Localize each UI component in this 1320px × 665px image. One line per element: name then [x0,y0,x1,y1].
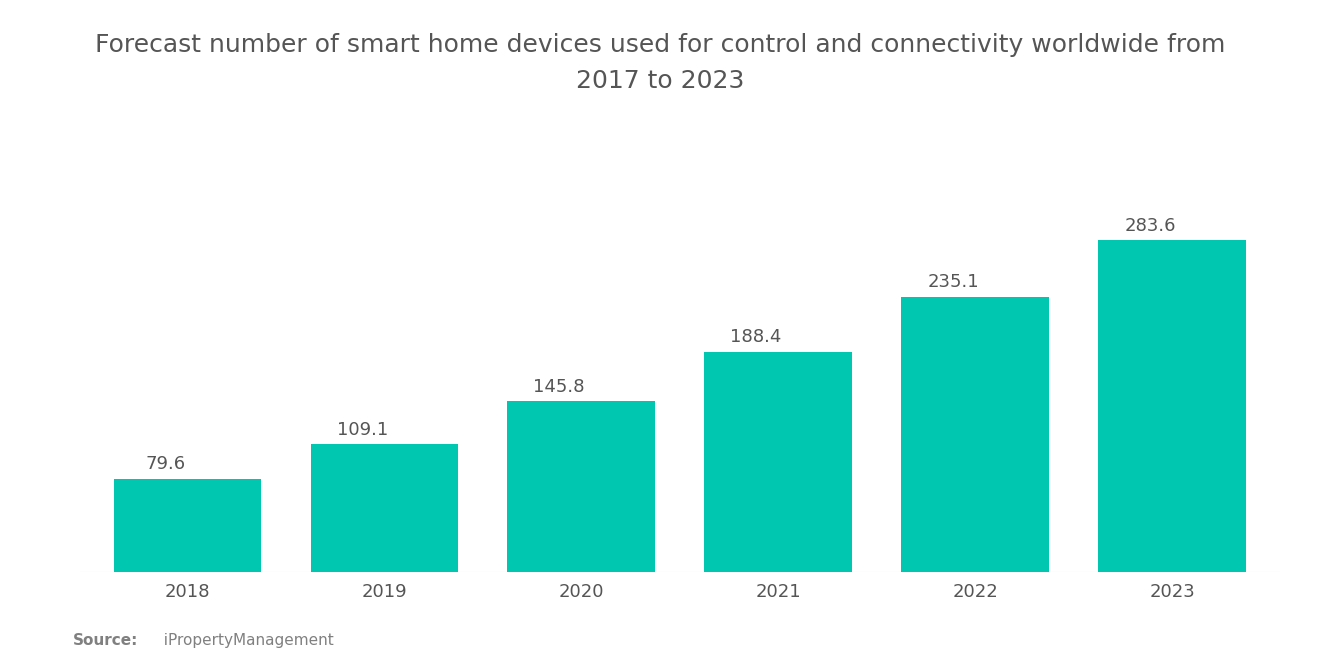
Text: 188.4: 188.4 [730,328,781,346]
Text: 109.1: 109.1 [337,420,388,438]
Text: iPropertyManagement: iPropertyManagement [154,633,334,648]
Bar [114,479,261,572]
Text: 235.1: 235.1 [927,273,979,291]
Text: 79.6: 79.6 [145,455,185,473]
Bar [310,444,458,572]
Text: Source:: Source: [73,633,139,648]
Bar [902,297,1049,572]
Bar [705,352,853,572]
Text: 145.8: 145.8 [533,378,585,396]
Text: Forecast number of smart home devices used for control and connectivity worldwid: Forecast number of smart home devices us… [95,33,1225,92]
Bar [507,402,655,572]
Text: 283.6: 283.6 [1125,217,1176,235]
Bar [1098,241,1246,572]
